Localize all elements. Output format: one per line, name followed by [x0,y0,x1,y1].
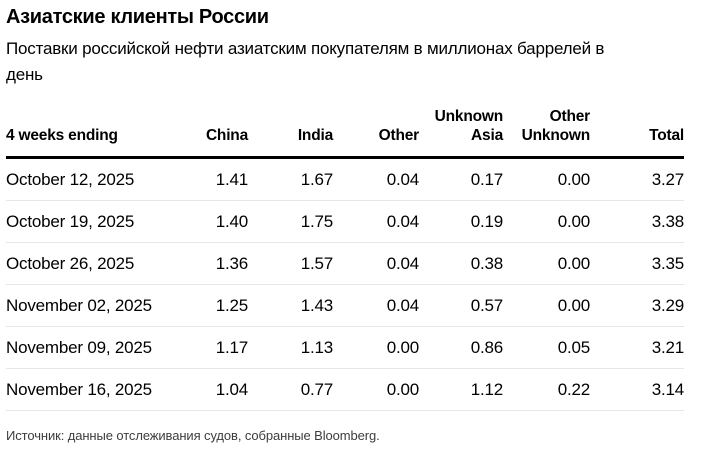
cell-value: 0.22 [557,379,590,399]
page-title: Азиатские клиенты России [6,6,269,28]
column-header-china: China [205,127,248,144]
cell-value: 0.00 [557,295,590,315]
cell-value: 1.12 [470,379,503,399]
cell-value: 1.57 [300,253,333,273]
cell-value: 3.29 [651,295,684,315]
table-row: October 12, 2025 1.41 1.67 0.04 0.17 0.00 3.27 [6,158,684,201]
cell-value: 0.57 [470,295,503,315]
cell-date: November 02, 2025 [6,295,152,315]
cell-value: 0.00 [386,379,419,399]
cell-value: 0.19 [470,211,503,231]
cell-value: 0.05 [557,337,590,357]
cell-value: 0.00 [557,211,590,231]
cell-date: November 09, 2025 [6,337,152,357]
table-body: October 12, 2025 1.41 1.67 0.04 0.17 0.00 3.27… [6,158,684,411]
cell-value: 3.14 [651,379,684,399]
bloomberg-table-page: Азиатские клиенты России Поставки россий… [6,6,684,443]
shipments-table: 4 weeks ending China India Other Unknown… [6,105,684,411]
cell-value: 1.36 [215,253,248,273]
cell-value: 1.13 [300,337,333,357]
cell-value: 0.04 [386,253,419,273]
cell-value: 1.04 [215,379,248,399]
cell-value: 3.38 [651,211,684,231]
cell-value: 0.04 [386,211,419,231]
table-row: October 26, 2025 1.36 1.57 0.04 0.38 0.00 3.35 [6,243,684,285]
column-header-india: India [297,127,333,144]
cell-value: 1.43 [300,295,333,315]
cell-value: 0.04 [386,295,419,315]
cell-date: October 12, 2025 [6,169,135,189]
cell-value: 1.41 [215,169,248,189]
column-header-other: Other [378,127,420,144]
cell-value: 0.86 [470,337,503,357]
cell-value: 3.27 [651,169,684,189]
table-row: October 19, 2025 1.40 1.75 0.04 0.19 0.00 3.38 [6,201,684,243]
cell-value: 1.75 [300,211,333,231]
cell-date: November 16, 2025 [6,379,152,399]
cell-value: 3.35 [651,253,684,273]
page-subtitle: Поставки российской нефти азиатским поку… [6,39,605,84]
cell-value: 0.00 [557,253,590,273]
table-header: 4 weeks ending China India Other Unknown… [6,105,684,158]
table-header-row: 4 weeks ending China India Other Unknown… [6,105,684,158]
cell-value: 0.17 [470,169,503,189]
cell-value: 0.04 [386,169,419,189]
cell-value: 0.00 [557,169,590,189]
cell-value: 1.17 [215,337,248,357]
column-header-other-unknown: Other Unknown [521,108,591,144]
column-header-4-weeks-ending: 4 weeks ending [6,127,118,144]
table-row: November 16, 2025 1.04 0.77 0.00 1.12 0.22 3.1… [6,369,684,411]
column-header-total: Total [649,127,684,144]
column-header-unknown-asia: Unknown Asia [434,108,504,144]
cell-value: 3.21 [651,337,684,357]
source-note: Источник: данные отслеживания судов, соб… [6,428,380,443]
table-row: November 09, 2025 1.17 1.13 0.00 0.86 0.05 3.2… [6,327,684,369]
table-row: November 02, 2025 1.25 1.43 0.04 0.57 0.00 3.2… [6,285,684,327]
cell-value: 0.38 [470,253,503,273]
cell-date: October 26, 2025 [6,253,135,273]
cell-value: 1.40 [215,211,248,231]
cell-value: 1.67 [300,169,333,189]
cell-value: 0.77 [300,379,333,399]
cell-date: October 19, 2025 [6,211,135,231]
cell-value: 0.00 [386,337,419,357]
cell-value: 1.25 [215,295,248,315]
